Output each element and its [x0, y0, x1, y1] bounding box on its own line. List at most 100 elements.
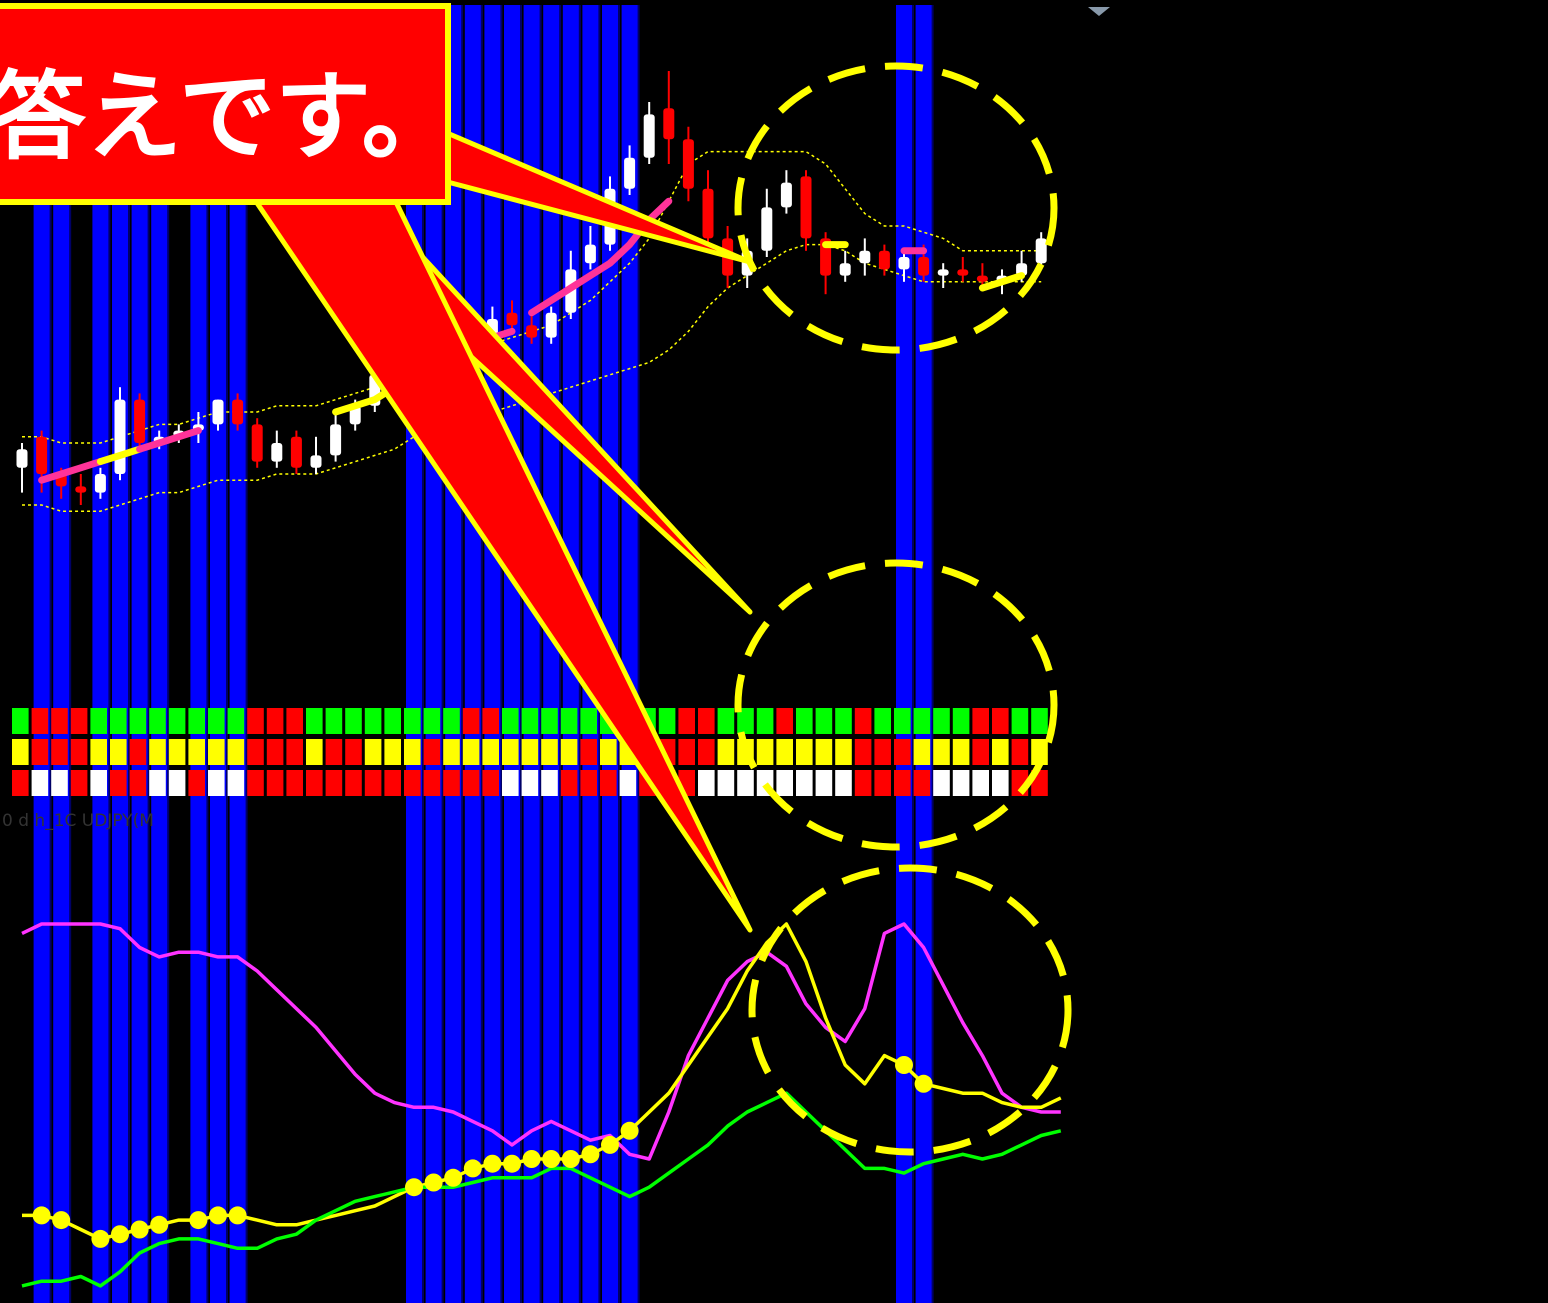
signal-cell	[815, 708, 833, 734]
osc-line-magenta	[21, 922, 1061, 1161]
bear-candle	[800, 176, 812, 239]
signal-cell	[51, 770, 68, 796]
bear-candle	[878, 250, 890, 270]
bear-candle	[957, 269, 969, 276]
signal-cell	[717, 708, 735, 734]
signal-cell	[364, 770, 382, 796]
signal-cell	[874, 770, 891, 796]
signal-cell	[756, 739, 774, 765]
signal-cell	[482, 708, 499, 734]
signal-cell	[894, 739, 911, 765]
signal-cell	[580, 708, 597, 734]
signal-cell	[345, 708, 362, 734]
signal-cell	[110, 708, 127, 734]
signal-cell	[266, 739, 284, 765]
signal-cell	[188, 770, 205, 796]
signal-cell	[933, 739, 950, 765]
signal-cell	[110, 739, 127, 765]
subwindow-label: 0 d h_1C UDJPY(M	[2, 811, 154, 831]
bull-candle	[94, 474, 106, 493]
signal-cell	[306, 770, 323, 796]
signal-cell	[462, 739, 480, 765]
signal-cell	[972, 708, 989, 734]
osc-signal-dot	[209, 1206, 227, 1225]
bull-candle	[271, 443, 283, 462]
osc-signal-dot	[150, 1215, 169, 1234]
signal-cell	[110, 770, 127, 796]
blue-band-bar	[131, 5, 149, 1303]
signal-cell	[482, 739, 499, 765]
bull-candle	[349, 405, 361, 425]
osc-signal-dot	[601, 1135, 619, 1154]
signal-cell	[972, 770, 989, 796]
osc-signal-dot	[522, 1150, 541, 1168]
signal-cell	[306, 708, 323, 734]
signal-cell	[208, 770, 225, 796]
signal-cell	[188, 708, 205, 734]
signal-cell	[129, 739, 147, 765]
signal-cell	[482, 770, 499, 796]
signal-cell	[933, 708, 950, 734]
blue-band-bar	[210, 5, 227, 1303]
signal-cell	[835, 708, 852, 734]
signal-cell	[90, 739, 107, 765]
bull-candle	[310, 455, 322, 468]
osc-signal-dot	[228, 1206, 247, 1225]
signal-cell	[129, 708, 147, 734]
signal-cell	[31, 770, 49, 796]
osc-signal-dot	[111, 1225, 129, 1244]
callout-box	[0, 3, 451, 205]
signal-cell	[560, 770, 578, 796]
signal-cell	[717, 739, 735, 765]
signal-cell	[286, 708, 303, 734]
signal-cell	[619, 770, 637, 796]
signal-cell	[12, 770, 29, 796]
signal-cell	[70, 770, 88, 796]
osc-signal-dot	[483, 1154, 502, 1173]
signal-cell	[266, 770, 284, 796]
highlight-circle-grid	[734, 559, 1058, 851]
signal-cell	[521, 708, 539, 734]
bull-candle	[584, 244, 596, 264]
signal-cell	[541, 708, 558, 734]
osc-signal-dot	[32, 1206, 51, 1225]
osc-signal-dot	[503, 1154, 521, 1173]
bull-candle	[624, 157, 636, 189]
signal-cell	[423, 770, 441, 796]
signal-cell	[796, 739, 813, 765]
signal-cell	[384, 770, 401, 796]
blue-band-bar	[112, 5, 129, 1303]
osc-signal-dot	[463, 1159, 482, 1178]
osc-signal-dot	[620, 1121, 639, 1140]
signal-cell	[31, 708, 49, 734]
osc-signal-dot	[561, 1150, 580, 1168]
signal-cell	[168, 739, 186, 765]
signal-cell	[874, 708, 891, 734]
signal-cell	[560, 739, 578, 765]
signal-cell	[208, 739, 225, 765]
bull-candle	[898, 257, 910, 270]
signal-cell	[952, 708, 970, 734]
osc-signal-dot	[581, 1145, 600, 1164]
signal-cell	[835, 739, 852, 765]
blue-band-bar	[621, 5, 639, 1303]
osc-signal-dot	[542, 1150, 561, 1168]
signal-cell	[227, 708, 245, 734]
signal-cell	[247, 739, 264, 765]
signal-cell	[423, 708, 441, 734]
bull-candle	[839, 263, 851, 276]
blue-band-bar	[33, 5, 51, 1303]
signal-cell	[443, 770, 460, 796]
signal-cell	[325, 708, 343, 734]
signal-cell	[188, 739, 205, 765]
ma-segment	[136, 427, 202, 453]
osc-signal-dot	[91, 1229, 110, 1248]
osc-signal-dot	[444, 1168, 463, 1187]
bear-candle	[918, 257, 930, 276]
highlight-circle-oscillator	[748, 864, 1072, 1156]
signal-cell	[227, 739, 245, 765]
signal-cell	[737, 708, 754, 734]
signal-cell	[502, 739, 519, 765]
ma-segment	[96, 445, 144, 466]
signal-cell	[70, 708, 88, 734]
